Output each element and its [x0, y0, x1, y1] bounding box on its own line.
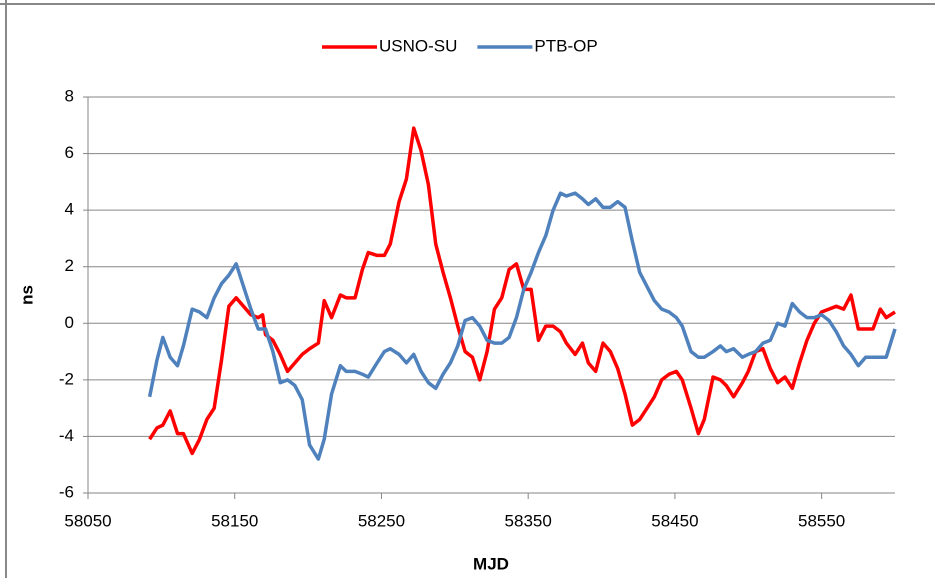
y-tick-label: 0 — [65, 313, 74, 332]
y-axis-label: ns — [17, 285, 36, 305]
y-tick-label: 6 — [65, 143, 74, 162]
y-tick-label: -2 — [59, 369, 74, 388]
x-tick-label: 58250 — [358, 511, 405, 530]
x-tick-label: 58550 — [798, 511, 845, 530]
x-tick-label: 58350 — [505, 511, 552, 530]
y-tick-label: 8 — [65, 86, 74, 105]
legend-label: USNO-SU — [379, 36, 457, 55]
x-tick-label: 58450 — [651, 511, 698, 530]
series-line — [147, 191, 897, 461]
y-tick-label: -4 — [59, 426, 74, 445]
y-tick-label: -6 — [59, 482, 74, 501]
y-tick-label: 4 — [65, 200, 74, 219]
x-tick-label: 58150 — [211, 511, 258, 530]
y-tick-label: 2 — [65, 256, 74, 275]
legend-label: PTB-OP — [534, 36, 597, 55]
x-axis-label: MJD — [473, 554, 509, 573]
x-tick-label: 58050 — [64, 511, 111, 530]
